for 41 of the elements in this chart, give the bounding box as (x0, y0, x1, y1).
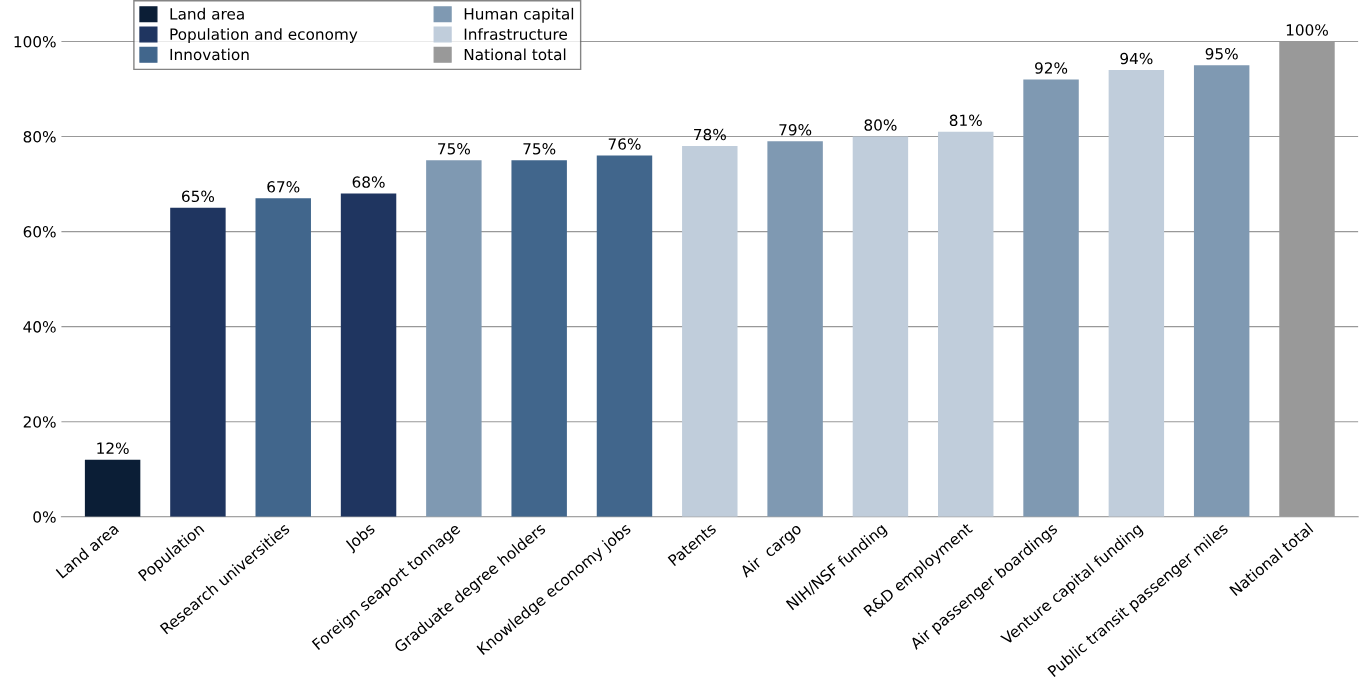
data-label: 65% (182, 190, 215, 203)
y-tick-label: 60% (23, 226, 56, 238)
legend-label: Human capital (464, 7, 574, 23)
y-tick-label: 20% (23, 416, 56, 428)
data-label: 92% (1035, 62, 1068, 74)
y-tick-label: 80% (23, 130, 56, 143)
data-label: 76% (608, 138, 641, 150)
bar (596, 155, 653, 517)
data-label: 78% (694, 128, 726, 141)
data-label: 67% (267, 181, 300, 193)
legend-label: National total (464, 48, 566, 61)
bar (1108, 69, 1165, 517)
bar (84, 459, 141, 517)
y-tick-label: 40% (23, 321, 56, 333)
data-label: 81% (949, 114, 982, 127)
bar (852, 136, 909, 517)
legend-label: Innovation (170, 48, 249, 61)
legend-label: Infrastructure (464, 28, 567, 40)
bar (426, 160, 482, 517)
bar (1023, 79, 1079, 517)
data-label: 80% (864, 119, 897, 131)
legend-label: Land area (170, 7, 244, 20)
data-label: 79% (779, 123, 812, 136)
data-label: 75% (523, 142, 556, 155)
bar (170, 207, 226, 517)
bar (682, 146, 738, 517)
data-label: 75% (438, 142, 470, 155)
data-label: 95% (1205, 47, 1238, 60)
bar (255, 198, 311, 517)
legend-label: Population and economy (170, 28, 358, 43)
bar (767, 141, 823, 517)
data-label: 68% (352, 176, 385, 188)
data-label: 100% (1286, 24, 1328, 36)
bar (511, 160, 567, 517)
data-label: 94% (1120, 52, 1153, 65)
y-tick-label: 0% (33, 511, 56, 523)
data-label: 12% (97, 442, 129, 454)
bar (340, 193, 397, 517)
bar (1193, 65, 1250, 517)
bar (938, 131, 994, 517)
y-tick-label: 100% (14, 35, 56, 48)
